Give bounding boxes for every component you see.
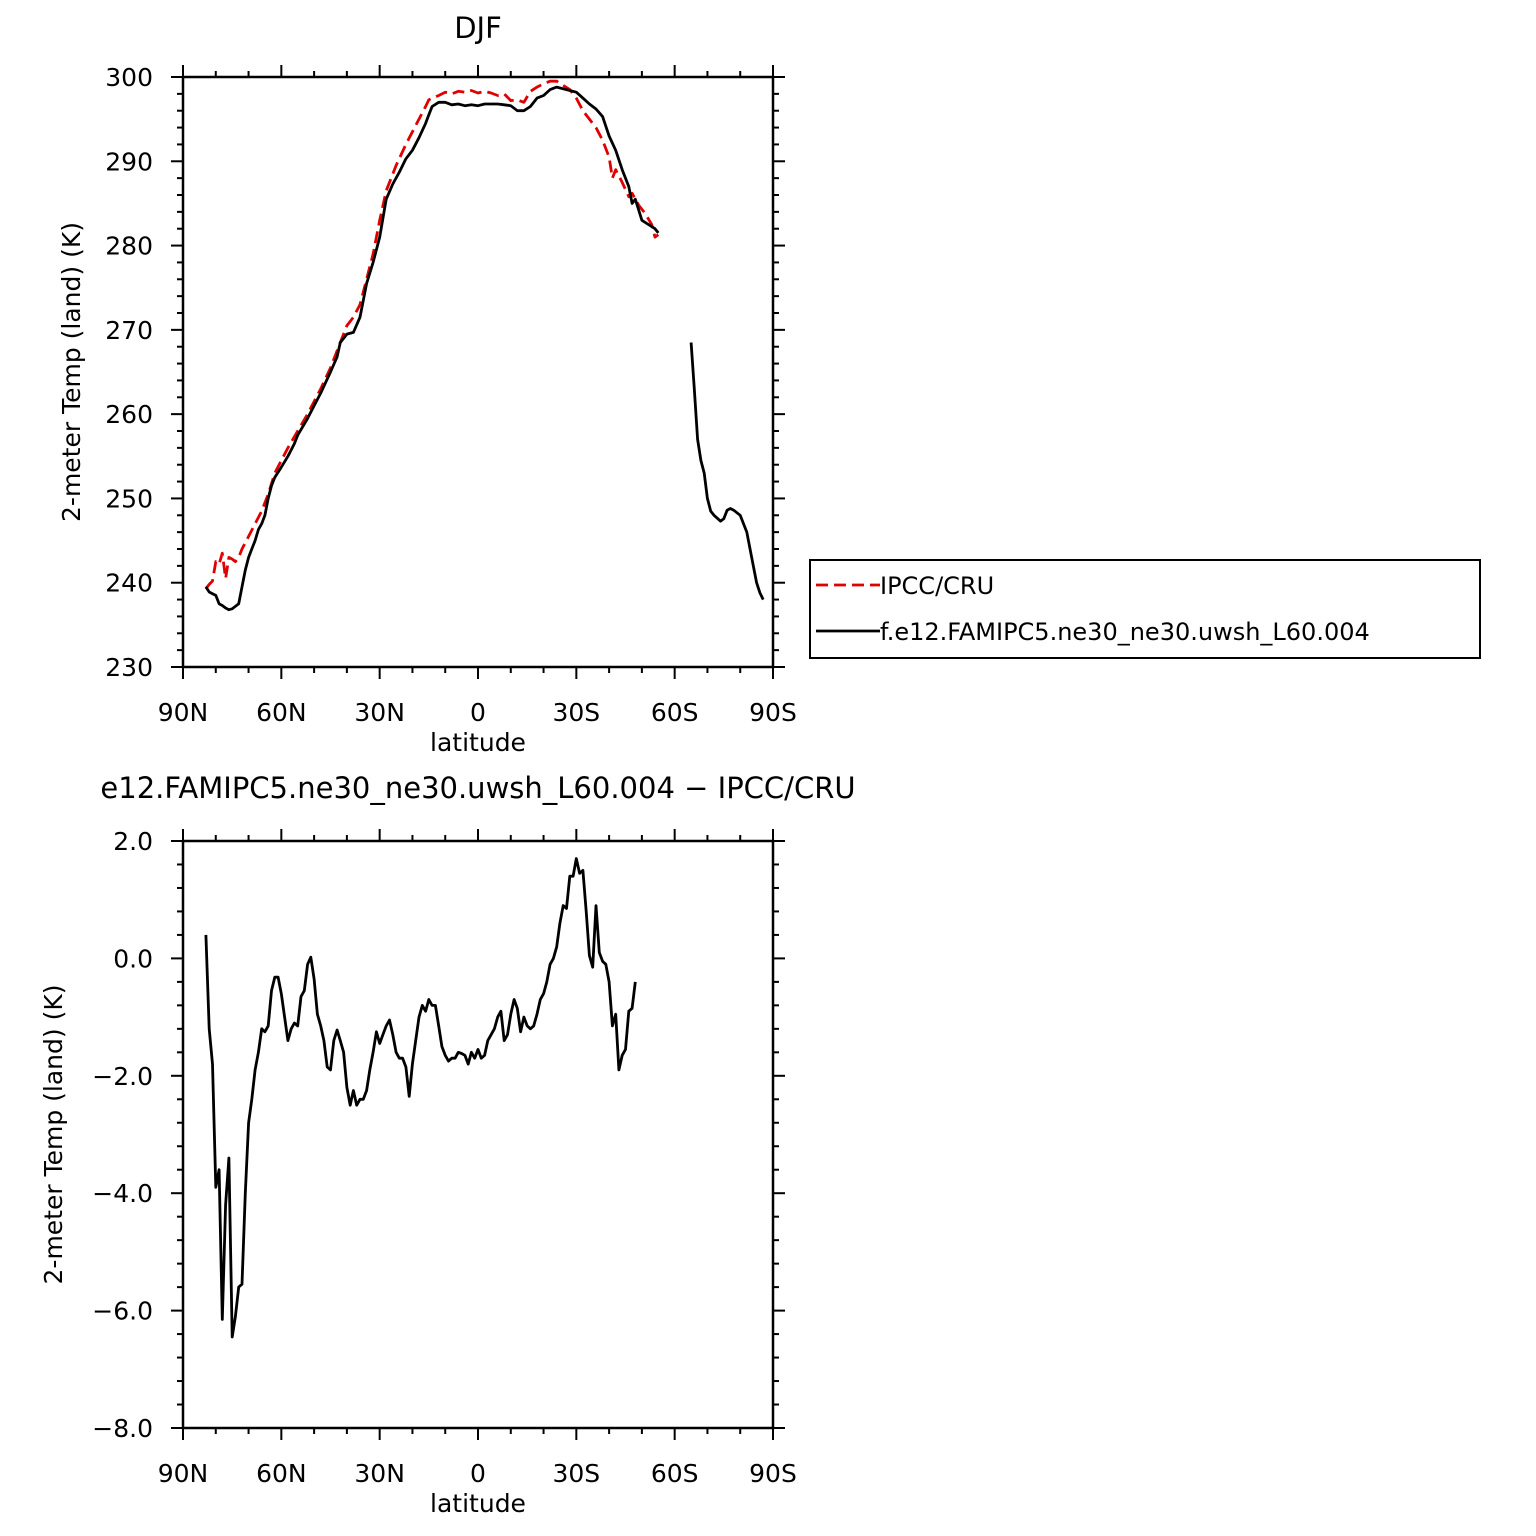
top-ytick-label: 270 (105, 316, 153, 345)
bottom-chart-title: e12.FAMIPC5.ne30_ne30.uwsh_L60.004 − IPC… (100, 771, 855, 805)
bottom-xtick-label: 30S (552, 1459, 600, 1488)
top-ytick-label: 260 (105, 400, 153, 429)
top-ytick-label: 300 (105, 63, 153, 92)
bottom-plot-frame (181, 839, 775, 1430)
bottom-ytick-label: −2.0 (92, 1062, 153, 1091)
top-ytick-label: 280 (105, 232, 153, 261)
top-xtick-label: 30N (354, 698, 405, 727)
top-xtick-label: 90N (158, 698, 209, 727)
top-plot-frame (181, 75, 775, 669)
bottom-xtick-label: 30N (354, 1459, 405, 1488)
top-chart-title: DJF (454, 11, 502, 45)
top-ytick-label: 250 (105, 484, 153, 513)
top-ytick-label: 290 (105, 147, 153, 176)
top-xtick-label: 30S (552, 698, 600, 727)
top-series-1-line-1 (689, 342, 765, 601)
bottom-xtick-label: 90S (749, 1459, 797, 1488)
bottom-xtick-label: 0 (470, 1459, 486, 1488)
bottom-x-axis-label: latitude (430, 1489, 526, 1518)
top-xtick-label: 60N (256, 698, 307, 727)
bottom-xtick-label: 60N (256, 1459, 307, 1488)
top-x-axis-label: latitude (430, 728, 526, 757)
top-xtick-label: 60S (651, 698, 699, 727)
top-y-axis-label: 2-meter Temp (land) (K) (57, 222, 86, 522)
bottom-series-0-line-0 (204, 857, 637, 1339)
top-ytick-label: 240 (105, 569, 153, 598)
top-ytick-label: 230 (105, 653, 153, 682)
bottom-ytick-label: −8.0 (92, 1414, 153, 1443)
bottom-ytick-label: −4.0 (92, 1179, 153, 1208)
top-series-1-line-0 (204, 85, 660, 612)
top-chart: 90N 60N 30N 0 30S 60S 90S 230 240 250 260 270 280 290… (57, 11, 1481, 757)
top-xtick-label: 90S (749, 698, 797, 727)
bottom-chart: 90N 60N 30N 0 30S 60S 90S −8.0 −6.0 −4.0 −2.0 0.0 2.… (39, 771, 856, 1518)
top-xtick-label: 0 (470, 698, 486, 727)
legend-entry-0: IPCC/CRU (880, 572, 994, 600)
bottom-ytick-label: 0.0 (113, 944, 153, 973)
bottom-ytick-label: −6.0 (92, 1297, 153, 1326)
top-series-0-line-0 (204, 79, 660, 590)
bottom-xtick-label: 90N (158, 1459, 209, 1488)
bottom-y-axis-label: 2-meter Temp (land) (K) (39, 985, 68, 1285)
bottom-ytick-label: 2.0 (113, 827, 153, 856)
legend-entry-1: f.e12.FAMIPC5.ne30_ne30.uwsh_L60.004 (880, 618, 1370, 646)
bottom-xtick-label: 60S (651, 1459, 699, 1488)
legend-box (809, 559, 1481, 659)
